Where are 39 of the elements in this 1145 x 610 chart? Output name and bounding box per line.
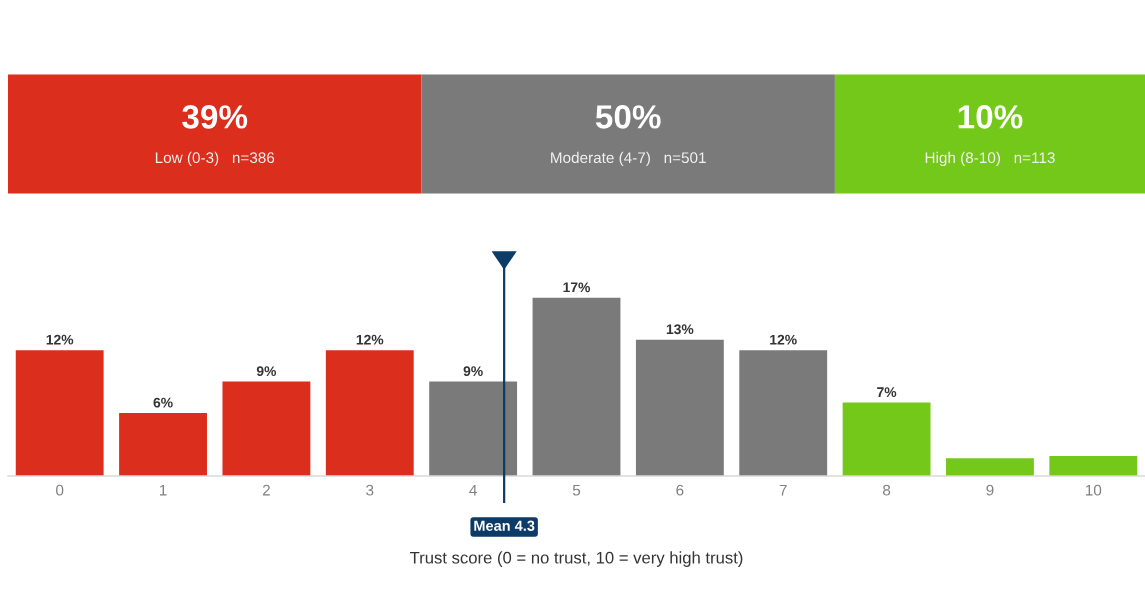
data-label: 13% <box>666 324 694 335</box>
x-tick-label: 8 <box>883 484 891 496</box>
bar <box>119 413 207 476</box>
x-tick-label: 0 <box>56 484 64 496</box>
bar <box>15 350 104 476</box>
text: 50% <box>595 105 661 129</box>
bar <box>532 297 621 476</box>
data-label: 12% <box>356 334 384 345</box>
text: 39% <box>182 105 248 129</box>
category-label: Low (0-3) n=386 <box>155 151 275 167</box>
bar <box>222 381 311 476</box>
category-label: Moderate (4-7) n=501 <box>551 151 706 167</box>
x-tick-label: 7 <box>779 484 787 496</box>
text: 10% <box>958 105 1023 129</box>
x-tick-label: 5 <box>572 484 581 496</box>
x-tick-label: 4 <box>469 484 477 496</box>
bar <box>635 339 724 476</box>
category-label: High (8-10) n=113 <box>925 151 1055 167</box>
bar <box>1049 456 1138 476</box>
bar <box>739 350 828 476</box>
bar <box>429 381 518 476</box>
x-tick-label: 2 <box>262 484 270 496</box>
x-tick-label: 3 <box>366 484 374 496</box>
ref-line-label: Mean 4.3 <box>474 520 535 531</box>
bar <box>946 458 1034 476</box>
x-axis-title: Trust score (0 = no trust, 10 = very high trust) <box>410 551 743 567</box>
x-tick-label: 6 <box>676 484 684 496</box>
data-label: 12% <box>46 334 74 345</box>
data-label: 17% <box>563 282 591 293</box>
data-label: 12% <box>770 334 797 345</box>
x-tick-label: 10 <box>1085 484 1102 496</box>
data-label: 9% <box>463 366 483 377</box>
x-tick-label: 1 <box>159 484 167 496</box>
bar <box>842 402 931 476</box>
data-label: 7% <box>877 387 897 398</box>
data-label: 6% <box>153 397 173 408</box>
bar <box>325 350 414 476</box>
x-tick-label: 9 <box>986 484 994 496</box>
data-label: 9% <box>256 366 277 377</box>
